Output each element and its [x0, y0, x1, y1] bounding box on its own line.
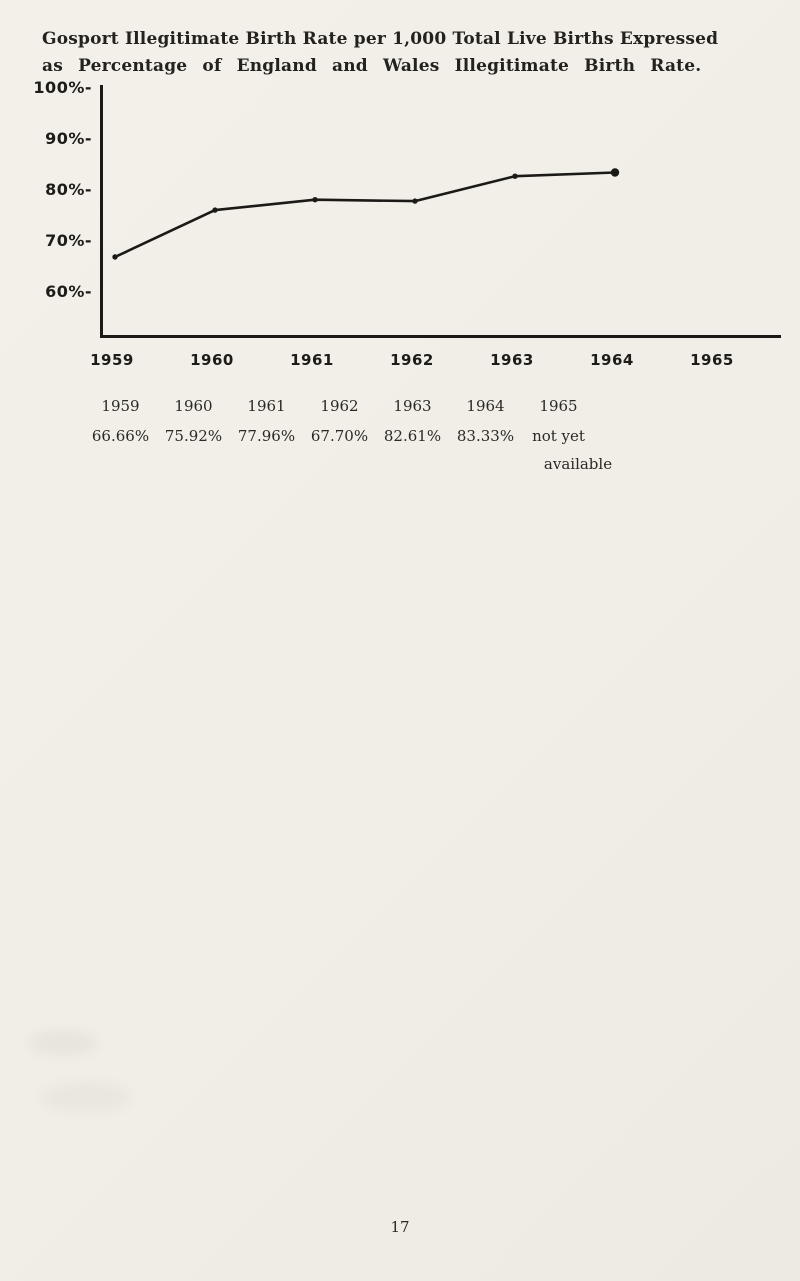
table-year-cell: 1962 — [320, 397, 359, 415]
table-year-cell: 1964 — [466, 397, 505, 415]
y-tick-label-100: 100%- — [33, 78, 92, 97]
x-tick-label-1965: 1965 — [690, 351, 734, 369]
data-point-marker — [412, 198, 418, 204]
table-value-row: 66.66% 75.92% 77.96% 67.70% 82.61% 83.33… — [84, 427, 595, 445]
line-chart-plot-area — [100, 85, 781, 338]
table-year-cell: 1959 — [101, 397, 140, 415]
table-note-available: available — [543, 455, 613, 473]
x-tick-label-1961: 1961 — [290, 351, 334, 369]
chart-title: Gosport Illegitimate Birth Rate per 1,00… — [42, 26, 762, 80]
y-tick-label-70: 70%- — [45, 231, 92, 250]
x-tick-label-1962: 1962 — [390, 351, 434, 369]
x-tick-label-1960: 1960 — [190, 351, 234, 369]
table-value-cell: 67.70% — [310, 427, 369, 445]
paper-smudge — [28, 1030, 98, 1056]
data-point-marker — [312, 197, 318, 203]
y-tick-label-60: 60%- — [45, 282, 92, 301]
table-value-cell: not yet — [532, 427, 585, 445]
table-year-cell: 1963 — [393, 397, 432, 415]
chart-title-line2: as Percentage of England and Wales Illeg… — [42, 56, 702, 76]
table-value-cell: 66.66% — [91, 427, 150, 445]
y-tick-label-90: 90%- — [45, 129, 92, 148]
data-point-marker — [610, 168, 620, 177]
x-axis-labels: 1959 1960 1961 1962 1963 1964 1965 — [90, 351, 800, 375]
chart-title-line1: Gosport Illegitimate Birth Rate per 1,00… — [42, 29, 719, 49]
y-tick-label-80: 80%- — [45, 180, 92, 199]
y-axis-labels: 100%- 90%- 80%- 70%- 60%- — [28, 78, 94, 308]
table-value-cell: 82.61% — [383, 427, 442, 445]
paper-smudge — [40, 1082, 130, 1112]
birth-rate-line — [113, 171, 617, 259]
table-value-cell: 77.96% — [237, 427, 296, 445]
x-tick-label-1964: 1964 — [590, 351, 634, 369]
table-year-cell: 1961 — [247, 397, 286, 415]
birth-rate-line-chart — [112, 168, 620, 260]
table-year-row: 1959 1960 1961 1962 1963 1964 1965 — [84, 397, 595, 415]
table-year-cell: 1965 — [539, 397, 578, 415]
data-point-marker — [512, 173, 518, 179]
table-value-cell: 83.33% — [456, 427, 515, 445]
data-point-marker — [112, 254, 118, 260]
table-year-cell: 1960 — [174, 397, 213, 415]
x-tick-label-1959: 1959 — [90, 351, 134, 369]
x-tick-label-1963: 1963 — [490, 351, 534, 369]
data-point-marker — [212, 207, 218, 213]
page-number: 17 — [390, 1218, 410, 1236]
table-value-cell: 75.92% — [164, 427, 223, 445]
